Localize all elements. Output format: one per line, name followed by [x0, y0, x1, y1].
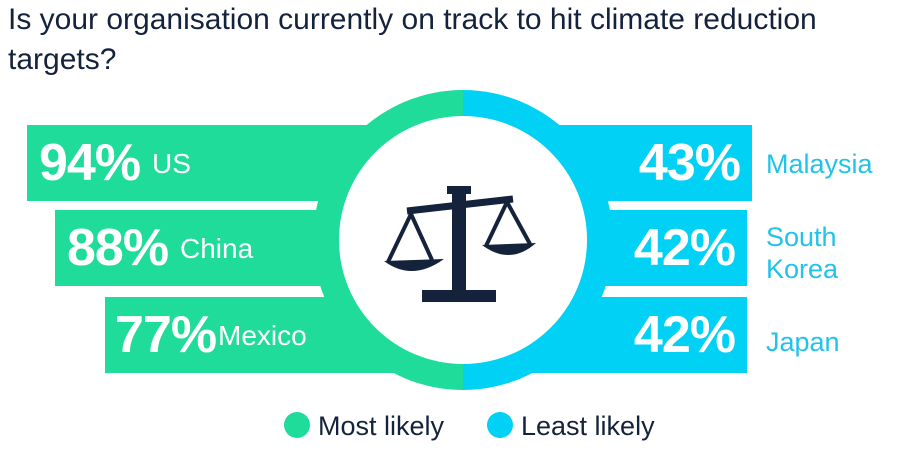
bar-value-label: 94%: [39, 134, 141, 192]
bar-value-label: 42%: [633, 219, 736, 277]
bar-value-label: 43%: [638, 134, 741, 192]
category-label-malaysia: Malaysia: [766, 149, 873, 179]
bar-category-label: US: [152, 148, 191, 179]
legend-swatch-icon: [487, 412, 513, 438]
bar-value-label: 77%: [115, 306, 217, 364]
bar-category-label: Mexico: [218, 320, 307, 351]
chart-title: Is your organisation currently on track …: [8, 3, 817, 76]
bar-value-label: 88%: [67, 219, 169, 277]
legend-label: Most likely: [318, 411, 445, 441]
legend-label: Least likely: [521, 411, 655, 441]
category-label-japan: Japan: [766, 327, 840, 357]
scales-of-justice-icon: [384, 186, 536, 302]
legend-swatch-icon: [284, 412, 310, 438]
bar-category-label: China: [180, 233, 254, 264]
bar-value-label: 42%: [633, 306, 736, 364]
category-label-south-korea: South Korea: [766, 222, 839, 284]
